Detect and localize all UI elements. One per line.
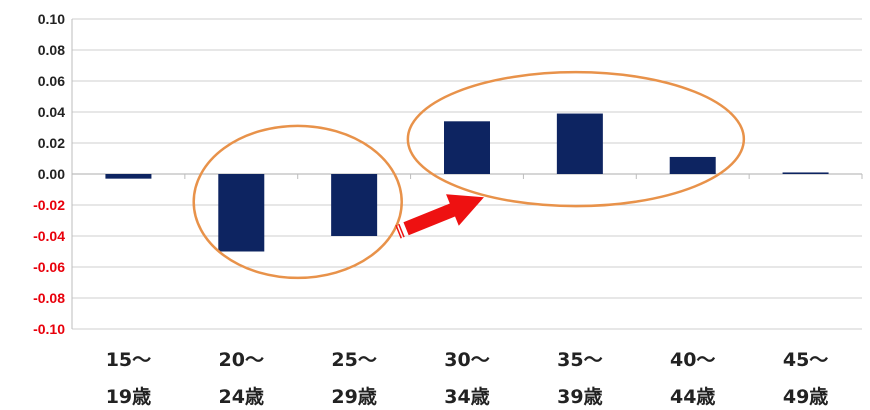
y-tick-label: 0.08	[38, 42, 65, 58]
bars	[105, 113, 829, 252]
y-tick-label: 0.00	[38, 166, 65, 182]
y-tick-label: 0.10	[38, 11, 65, 27]
y-tick-label: -0.08	[33, 290, 65, 306]
y-tick-label: -0.06	[33, 259, 65, 275]
y-tick-label: -0.02	[33, 197, 65, 213]
bar-6	[782, 172, 829, 174]
x-tick-label: 24歳	[219, 386, 264, 408]
x-tick-labels: 15～ 19歳 20～ 24歳 25～ 29歳 30～ 34歳 35～ 39歳 40～ 44歳 45～ 4…	[106, 349, 829, 408]
y-tick-label: -0.04	[33, 228, 65, 244]
y-tick-label: 0.04	[38, 104, 65, 120]
bar-4	[556, 113, 603, 174]
x-tick-label: 20～	[219, 349, 264, 371]
x-tick-label: 40～	[670, 349, 715, 371]
x-tick-label: 44歳	[670, 386, 715, 408]
shift-arrow-icon	[395, 194, 484, 239]
bar-3	[444, 121, 490, 174]
y-tick-labels: 0.10 0.08 0.06 0.04 0.02 0.00 -0.02 -0.04 -0.06 -…	[33, 11, 65, 337]
x-tick-label: 19歳	[106, 386, 151, 408]
arrow-body	[403, 194, 484, 236]
x-tick-label: 49歳	[783, 386, 828, 408]
x-tick-label: 45～	[783, 349, 828, 371]
x-tick-label: 34歳	[444, 386, 489, 408]
x-tick-label: 15～	[106, 349, 151, 371]
y-tick-label: 0.06	[38, 73, 65, 89]
bar-2	[331, 174, 378, 236]
highlight-ellipse-thirties	[406, 70, 746, 208]
x-tick-label: 35～	[557, 349, 602, 371]
bar-1	[218, 174, 265, 252]
y-tick-label: -0.10	[33, 321, 65, 337]
bar-0	[105, 174, 152, 179]
x-tick-label: 39歳	[557, 386, 602, 408]
bar-5	[669, 156, 716, 174]
arrow-tail-stripe	[398, 223, 405, 238]
x-tick-label: 30～	[444, 349, 489, 371]
y-tick-label: 0.02	[38, 135, 65, 151]
highlight-ellipse-young	[192, 124, 403, 280]
x-tick-label: 25～	[331, 349, 376, 371]
x-tick-label: 29歳	[331, 386, 376, 408]
arrow-tail-stripe	[395, 224, 402, 239]
annotations	[192, 70, 746, 280]
